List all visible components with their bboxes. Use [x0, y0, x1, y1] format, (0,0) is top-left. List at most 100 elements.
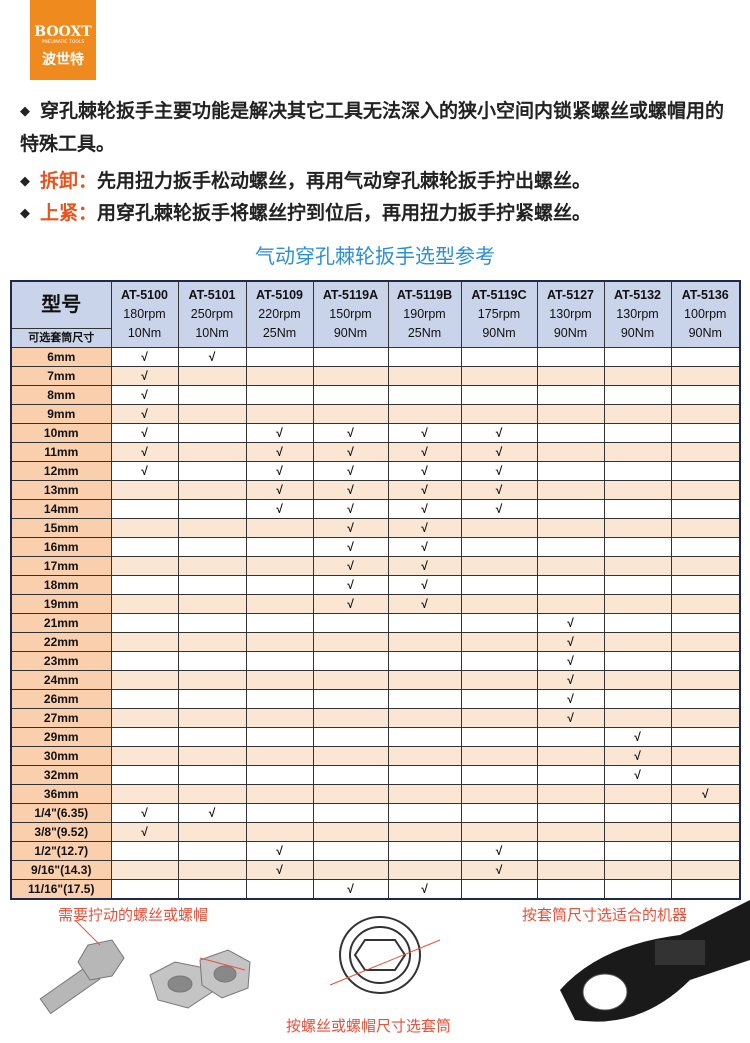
check-cell: √ — [312, 537, 389, 557]
model-cell: AT-5100 180rpm 10Nm — [110, 280, 179, 348]
table-row: 7mm √ — [10, 366, 741, 386]
check-cell — [177, 651, 247, 671]
check-cell — [177, 575, 247, 595]
check-cell — [245, 765, 314, 785]
check-cell — [460, 594, 538, 614]
check-cell: √ — [603, 727, 672, 747]
table-row: 23mm √ — [10, 651, 741, 671]
check-cell — [245, 803, 314, 823]
check-cell — [387, 727, 462, 747]
size-cell: 21mm — [10, 613, 112, 633]
check-cell — [460, 385, 538, 405]
check-cell: √ — [387, 423, 462, 443]
check-cell — [603, 613, 672, 633]
model-cell: AT-5127 130rpm 90Nm — [536, 280, 605, 348]
check-cell: √ — [536, 670, 605, 690]
check-cell — [110, 518, 179, 538]
check-cell — [536, 860, 605, 880]
check-cell: √ — [387, 499, 462, 519]
check-cell: √ — [460, 860, 538, 880]
size-cell: 23mm — [10, 651, 112, 671]
size-cell: 17mm — [10, 556, 112, 576]
check-cell: √ — [670, 784, 741, 804]
check-cell — [245, 385, 314, 405]
table-row: 6mm √ √ — [10, 347, 741, 367]
check-cell — [670, 689, 741, 709]
size-cell: 19mm — [10, 594, 112, 614]
check-cell — [387, 366, 462, 386]
check-cell — [603, 841, 672, 861]
check-cell — [460, 537, 538, 557]
table-row: 15mm √ √ — [10, 518, 741, 538]
size-header: 可选套筒尺寸 — [10, 328, 112, 348]
check-cell — [245, 366, 314, 386]
check-cell — [110, 594, 179, 614]
check-cell — [670, 442, 741, 462]
table-row: 17mm √ √ — [10, 556, 741, 576]
size-cell: 36mm — [10, 784, 112, 804]
check-cell: √ — [387, 575, 462, 595]
check-cell — [536, 575, 605, 595]
logo-name: 波世特 — [42, 52, 84, 68]
check-cell: √ — [312, 556, 389, 576]
check-cell — [670, 841, 741, 861]
check-cell — [245, 727, 314, 747]
check-cell — [387, 784, 462, 804]
check-cell — [670, 385, 741, 405]
check-cell — [603, 537, 672, 557]
check-cell — [603, 670, 672, 690]
check-cell — [110, 499, 179, 519]
check-cell: √ — [387, 480, 462, 500]
table-row: 24mm √ — [10, 670, 741, 690]
check-cell — [603, 366, 672, 386]
check-cell — [110, 727, 179, 747]
check-cell — [110, 765, 179, 785]
check-cell — [670, 537, 741, 557]
check-cell — [110, 575, 179, 595]
check-cell — [536, 803, 605, 823]
size-cell: 22mm — [10, 632, 112, 652]
header-row: 型号 AT-5100 180rpm 10Nm AT-5101 250rpm 10Nm AT-5… — [10, 280, 741, 348]
check-cell: √ — [460, 442, 538, 462]
check-cell — [536, 518, 605, 538]
check-cell — [177, 632, 247, 652]
check-cell — [536, 385, 605, 405]
check-cell: √ — [312, 879, 389, 900]
check-cell: √ — [536, 613, 605, 633]
check-cell — [312, 822, 389, 842]
model-speed: 180rpm — [123, 307, 166, 321]
size-cell: 27mm — [10, 708, 112, 728]
table-row: 16mm √ √ — [10, 537, 741, 557]
table-row: 11mm √ √ √ √ √ — [10, 442, 741, 462]
check-cell — [536, 366, 605, 386]
check-cell — [177, 404, 247, 424]
check-cell: √ — [536, 689, 605, 709]
check-cell — [312, 860, 389, 880]
check-cell — [245, 518, 314, 538]
check-cell: √ — [603, 765, 672, 785]
check-cell — [460, 670, 538, 690]
size-cell: 6mm — [10, 347, 112, 367]
check-cell — [177, 670, 247, 690]
pointer — [199, 957, 246, 971]
check-cell — [312, 689, 389, 709]
model-torque: 90Nm — [688, 326, 722, 340]
check-cell: √ — [312, 499, 389, 519]
check-cell — [670, 404, 741, 424]
table-row: 13mm √ √ √ √ — [10, 480, 741, 500]
check-cell — [387, 822, 462, 842]
table-row: 10mm √ √ √ √ √ — [10, 423, 741, 443]
model-torque: 10Nm — [127, 326, 162, 340]
check-cell — [177, 556, 247, 576]
model-header: 型号 — [10, 280, 112, 329]
check-cell — [312, 708, 389, 728]
check-cell — [460, 746, 538, 766]
check-cell — [603, 442, 672, 462]
check-cell: √ — [312, 575, 389, 595]
model-model: AT-5119B — [396, 288, 453, 302]
model-speed: 250rpm — [190, 307, 234, 321]
check-cell — [245, 594, 314, 614]
check-cell: √ — [110, 404, 179, 424]
check-cell: √ — [387, 518, 462, 538]
check-cell: √ — [536, 651, 605, 671]
